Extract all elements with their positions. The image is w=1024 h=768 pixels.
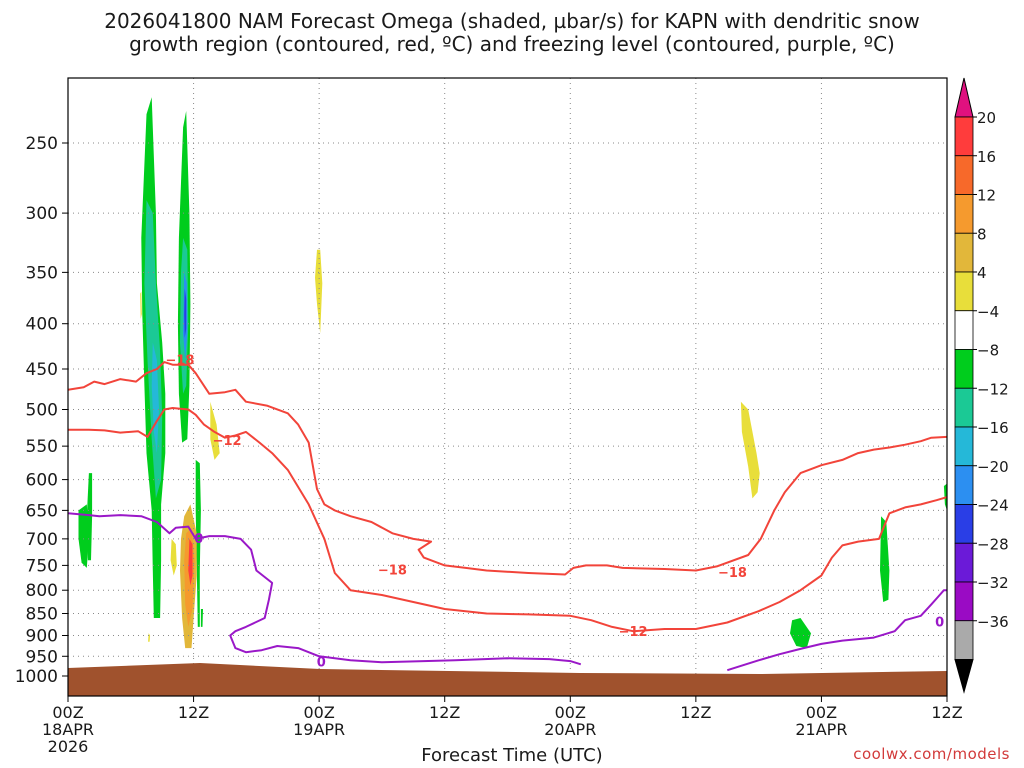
y-tick-label-900: 900 (26, 626, 58, 646)
colorbar-label-9: −20 (977, 458, 1009, 476)
x-axis-label: Forecast Time (UTC) (421, 745, 603, 766)
plot-frame (67, 77, 948, 697)
omega-region-18 (200, 609, 203, 627)
colorbar-band-12 (954, 581, 974, 622)
omega-region-7 (195, 459, 201, 627)
y-tick-label-450: 450 (26, 360, 58, 380)
colorbar-label-3: 8 (977, 225, 987, 243)
chart-title-line1: 2026041800 NAM Forecast Omega (shaded, µ… (104, 9, 920, 33)
plot-area (68, 78, 947, 696)
x-tick-label-72: 00Z (806, 703, 837, 722)
colorbar-label-13: −36 (977, 613, 1009, 631)
x-date-label-48: 20APR (544, 720, 596, 739)
terrain-ground (68, 663, 947, 696)
x-year-label-0: 2026 (48, 737, 89, 756)
x-tick-label-36: 12Z (429, 703, 460, 722)
x-tick-label-12: 12Z (178, 703, 209, 722)
contour-label-3: −18 (718, 566, 747, 581)
colorbar-band-5 (954, 310, 974, 350)
contour-label-7: 0 (935, 615, 944, 630)
contour-label-6: 0 (317, 655, 326, 670)
colorbar-band-1 (954, 155, 974, 195)
contour-label-2: −18 (378, 563, 407, 578)
colorbar-under-triangle (954, 659, 974, 694)
y-tick-label-600: 600 (26, 471, 58, 491)
x-tick-label-24: 00Z (303, 703, 334, 722)
y-tick-label-1000: 1000 (15, 667, 58, 687)
colorbar-label-11: −28 (977, 535, 1009, 553)
y-tick-label-500: 500 (26, 401, 58, 421)
colorbar-band-0 (954, 116, 974, 157)
x-tick-label-0: 00Z (52, 703, 83, 722)
y-tick-label-400: 400 (26, 315, 58, 335)
colorbar-label-6: −8 (977, 342, 999, 360)
x-tick-label-60: 12Z (680, 703, 711, 722)
omega-region-21 (880, 516, 890, 602)
colorbar-band-4 (954, 271, 974, 312)
y-tick-label-800: 800 (26, 581, 58, 601)
colorbar-label-1: 16 (977, 148, 996, 166)
site-credit: coolwx.com/models (853, 745, 1010, 763)
colorbar-label-5: −4 (977, 303, 999, 321)
dendritic-contour-1 (68, 407, 947, 633)
colorbar-band-3 (954, 232, 974, 273)
dendritic-contour-0 (68, 361, 947, 576)
y-tick-label-750: 750 (26, 556, 58, 576)
freezing-contour-1 (726, 589, 947, 672)
colorbar-band-7 (954, 387, 974, 428)
y-tick-label-650: 650 (26, 501, 58, 521)
colorbar-label-12: −32 (977, 574, 1009, 592)
colorbar-band-10 (954, 504, 974, 544)
x-tick-label-84: 12Z (931, 703, 962, 722)
colorbar-label-0: 20 (977, 109, 996, 127)
colorbar-band-6 (954, 349, 974, 389)
omega-region-9 (78, 504, 89, 568)
colorbar-over-triangle (954, 77, 974, 118)
omega-region-16 (140, 291, 142, 319)
colorbar-label-2: 12 (977, 187, 996, 205)
colorbar-label-8: −16 (977, 419, 1009, 437)
omega-region-12 (188, 538, 193, 586)
x-tick-label-48: 00Z (555, 703, 586, 722)
colorbar-band-2 (954, 194, 974, 234)
y-tick-label-300: 300 (26, 204, 58, 224)
colorbar-band-11 (954, 542, 974, 583)
freezing-contour-0 (68, 512, 582, 666)
contour-label-1: −12 (213, 434, 242, 449)
y-tick-label-550: 550 (26, 437, 58, 457)
x-date-label-72: 21APR (795, 720, 847, 739)
colorbar-label-7: −12 (977, 380, 1009, 398)
y-tick-label-850: 850 (26, 605, 58, 625)
contour-label-4: −12 (619, 625, 648, 640)
chart-title-line2: growth region (contoured, red, ºC) and f… (129, 32, 895, 56)
omega-region-19 (740, 401, 760, 499)
colorbar-label-10: −24 (977, 497, 1009, 515)
y-tick-label-350: 350 (26, 263, 58, 283)
contour-label-0: −18 (165, 353, 194, 368)
colorbar-label-4: 4 (977, 264, 987, 282)
omega-region-6 (184, 288, 187, 338)
omega-region-14 (210, 401, 220, 460)
colorbar-band-13 (954, 620, 974, 660)
y-tick-label-950: 950 (26, 647, 58, 667)
y-tick-label-250: 250 (26, 134, 58, 154)
colorbar-band-8 (954, 426, 974, 467)
omega-region-15 (315, 249, 323, 334)
omega-region-20 (790, 618, 811, 649)
x-date-label-0: 18APR (42, 720, 94, 739)
contour-label-5: 0 (194, 532, 203, 547)
colorbar-band-9 (954, 465, 974, 505)
x-date-label-24: 19APR (293, 720, 345, 739)
omega-region-13 (170, 538, 177, 576)
y-tick-label-700: 700 (26, 530, 58, 550)
